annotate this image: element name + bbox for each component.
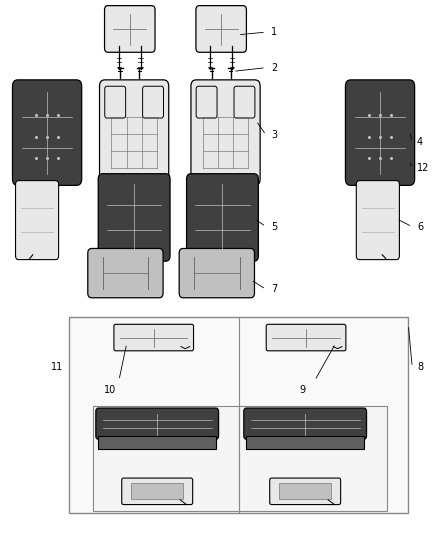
Text: 6: 6	[417, 222, 423, 232]
FancyBboxPatch shape	[191, 80, 260, 185]
Text: 11: 11	[51, 362, 64, 372]
Bar	[247, 436, 364, 449]
FancyBboxPatch shape	[114, 324, 194, 351]
FancyBboxPatch shape	[270, 478, 341, 505]
Text: 1: 1	[271, 27, 277, 37]
FancyBboxPatch shape	[96, 408, 219, 439]
Bar	[69, 317, 408, 513]
Text: 3: 3	[271, 130, 277, 140]
Bar	[93, 407, 387, 512]
FancyBboxPatch shape	[179, 248, 254, 298]
Bar	[99, 436, 216, 449]
Text: 7: 7	[271, 284, 278, 294]
Text: 9: 9	[300, 384, 306, 394]
FancyBboxPatch shape	[196, 6, 247, 52]
FancyBboxPatch shape	[88, 248, 163, 298]
FancyBboxPatch shape	[105, 86, 126, 118]
Text: 2: 2	[271, 63, 278, 72]
FancyBboxPatch shape	[122, 478, 193, 505]
FancyBboxPatch shape	[15, 181, 59, 260]
FancyBboxPatch shape	[234, 86, 255, 118]
Text: 5: 5	[271, 222, 278, 232]
FancyBboxPatch shape	[346, 80, 415, 185]
FancyBboxPatch shape	[105, 6, 155, 52]
Text: 4: 4	[417, 137, 423, 147]
FancyBboxPatch shape	[266, 324, 346, 351]
FancyBboxPatch shape	[98, 174, 170, 261]
Text: 12: 12	[417, 164, 429, 173]
FancyBboxPatch shape	[187, 174, 258, 261]
Text: 8: 8	[417, 362, 423, 372]
FancyBboxPatch shape	[356, 181, 399, 260]
FancyBboxPatch shape	[143, 86, 163, 118]
FancyBboxPatch shape	[99, 80, 169, 185]
Bar	[279, 483, 331, 499]
FancyBboxPatch shape	[13, 80, 82, 185]
FancyBboxPatch shape	[196, 86, 217, 118]
FancyBboxPatch shape	[244, 408, 367, 439]
Text: 10: 10	[104, 384, 116, 394]
Bar	[131, 483, 183, 499]
